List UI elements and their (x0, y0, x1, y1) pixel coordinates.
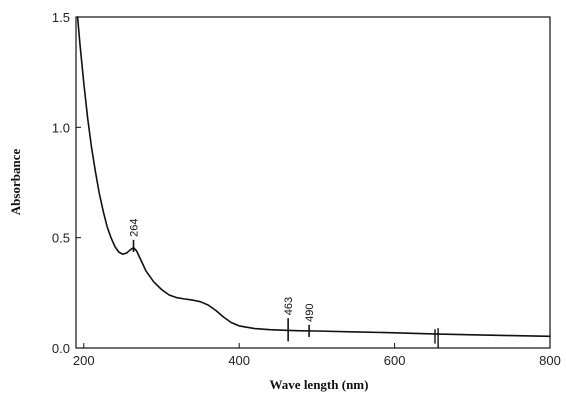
peak-label: 490 (304, 303, 316, 321)
x-tick-label: 400 (228, 353, 250, 368)
x-tick-label: 200 (73, 353, 95, 368)
y-axis-title: Absorbance (8, 149, 23, 216)
peak-label: 463 (283, 297, 295, 315)
x-tick-label: 800 (539, 353, 561, 368)
peak-label: 264 (129, 219, 141, 237)
series-line (76, 16, 551, 338)
plot-frame (75, 16, 551, 349)
y-tick-label: 1.0 (52, 120, 70, 135)
y-tick-label: 0.5 (52, 231, 70, 246)
y-tick-label: 1.5 (52, 10, 70, 25)
y-tick-label: 0.0 (52, 341, 70, 356)
x-tick-label: 600 (384, 353, 406, 368)
x-axis-title: Wave length (nm) (270, 377, 369, 392)
